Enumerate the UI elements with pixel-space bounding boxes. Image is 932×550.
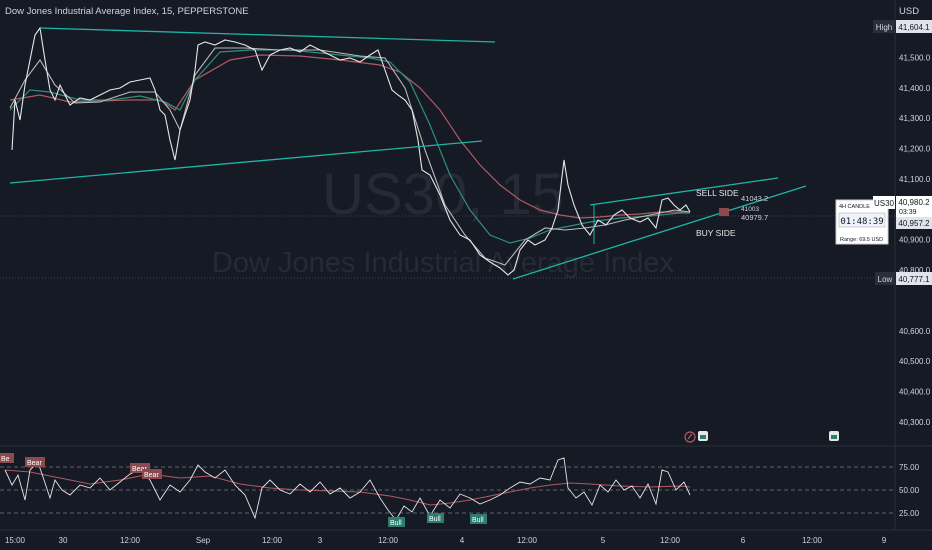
trendline-top[interactable] [39,27,496,43]
time-tick-label: 12:00 [378,536,399,545]
svg-text:Be: Be [1,456,10,463]
trendline-bottom[interactable] [9,140,483,184]
time-tick-label: 12:00 [660,536,681,545]
last-price-badge [896,196,932,218]
rsi-tick-label: 75.00 [899,463,920,472]
low-badge [875,272,895,285]
time-tick-label: Sep [196,536,211,545]
price-tick-label: 40,900.0 [899,236,931,245]
wedge-upper[interactable] [589,177,779,206]
watermark-symbol: US30, 15 [322,162,564,227]
chart-title: Dow Jones Industrial Average Index, 15, … [5,6,249,17]
price-tick-label: 41,100.0 [899,175,931,184]
current-price-badge [896,217,932,229]
time-tick-label: 12:00 [120,536,141,545]
price-tick-label: 40,800.0 [899,266,931,275]
low-label: Low [878,275,893,284]
high-label: High [876,23,892,32]
rsi-axis[interactable]: 75.00 50.00 25.00 [899,463,920,518]
svg-text:Bear: Bear [27,460,42,467]
countdown-small: 03:39 [899,209,917,216]
symbol-tag [873,196,895,209]
time-tick-label: 3 [318,536,323,545]
time-axis[interactable]: 15:00 30 12:00 Sep 12:00 3 12:00 4 12:00 5 12:00 6 1… [5,536,887,545]
calendar-icon[interactable] [698,431,708,441]
time-tick-label: 9 [882,536,887,545]
rsi-tick-label: 25.00 [899,509,920,518]
price-series-line [11,26,691,276]
alert-icon[interactable] [684,431,696,443]
price-tick-label: 40,500.0 [899,357,931,366]
svg-text:Bull: Bull [472,517,484,524]
ma-green-line [9,49,690,244]
price-tick-label: 41,300.0 [899,114,931,123]
price-tick-label: 40,400.0 [899,388,931,397]
rsi-ma-line [4,469,691,506]
symbol-tag-text: US30 [874,199,895,208]
time-tick-label: 6 [741,536,746,545]
info-box-title: 4H CANDLE [839,204,870,210]
time-tick-label: 12:00 [262,536,283,545]
time-tick-label: 5 [601,536,606,545]
wedge-lower[interactable] [512,185,807,280]
time-tick-label: 30 [59,536,68,545]
high-value-badge [896,20,932,33]
ma-white-line [9,47,691,266]
level-marker [719,208,729,216]
svg-text:Bull: Bull [390,520,402,527]
rsi-bear-tag-2: Bear [25,457,45,467]
rsi-tick-label: 50.00 [899,486,920,495]
low-value-badge [896,272,932,285]
rsi-bear-tag-3: Bear [130,463,150,473]
info-box-timer-bg [838,212,886,228]
rsi-bull-tag-2: Bull [427,513,444,523]
rsi-bull-tag-3: Bull [470,514,487,524]
current-price: 40,957.2 [898,219,930,228]
level-label-2: 41003 [741,206,759,213]
level-label-1: 41043.2 [741,194,768,203]
info-box-range: Range: 69.5 USD [840,237,883,243]
svg-text:Bear: Bear [144,472,159,479]
buy-side-label: BUY SIDE [696,228,736,238]
price-tick-label: 40,600.0 [899,327,931,336]
time-tick-label: 4 [460,536,465,545]
time-tick-label: 15:00 [5,536,26,545]
ma-red-line [9,54,691,219]
last-price: 40,980.2 [898,198,930,207]
high-badge [873,20,895,33]
rsi-bear-tag-4: Bear [142,469,162,479]
info-box-countdown: 01:48:39 [840,217,883,227]
price-tick-label: 41,200.0 [899,145,931,154]
price-tick-label: 41,400.0 [899,84,931,93]
price-tick-label: 41,500.0 [899,53,931,62]
price-tick-label: 40,300.0 [899,418,931,427]
watermark-name: Dow Jones Industrial Average Index [212,247,675,279]
svg-text:Bull: Bull [429,516,441,523]
calendar-icon-2[interactable] [829,431,839,441]
rsi-line [4,457,691,521]
svg-text:Bear: Bear [132,466,147,473]
sell-side-label: SELL SIDE [696,188,739,198]
rsi-bear-tag-1: Be [0,453,14,463]
high-value: 41,604.1 [898,23,930,32]
rsi-bull-tag-1: Bull [388,517,405,527]
low-value: 40,777.1 [898,275,930,284]
price-axis[interactable]: 41,500.0 41,400.0 41,300.0 41,200.0 41,100.0… [899,53,931,427]
currency-label: USD [899,6,919,17]
time-tick-label: 12:00 [802,536,823,545]
time-tick-label: 12:00 [517,536,538,545]
level-label-3: 40979.7 [741,213,768,222]
